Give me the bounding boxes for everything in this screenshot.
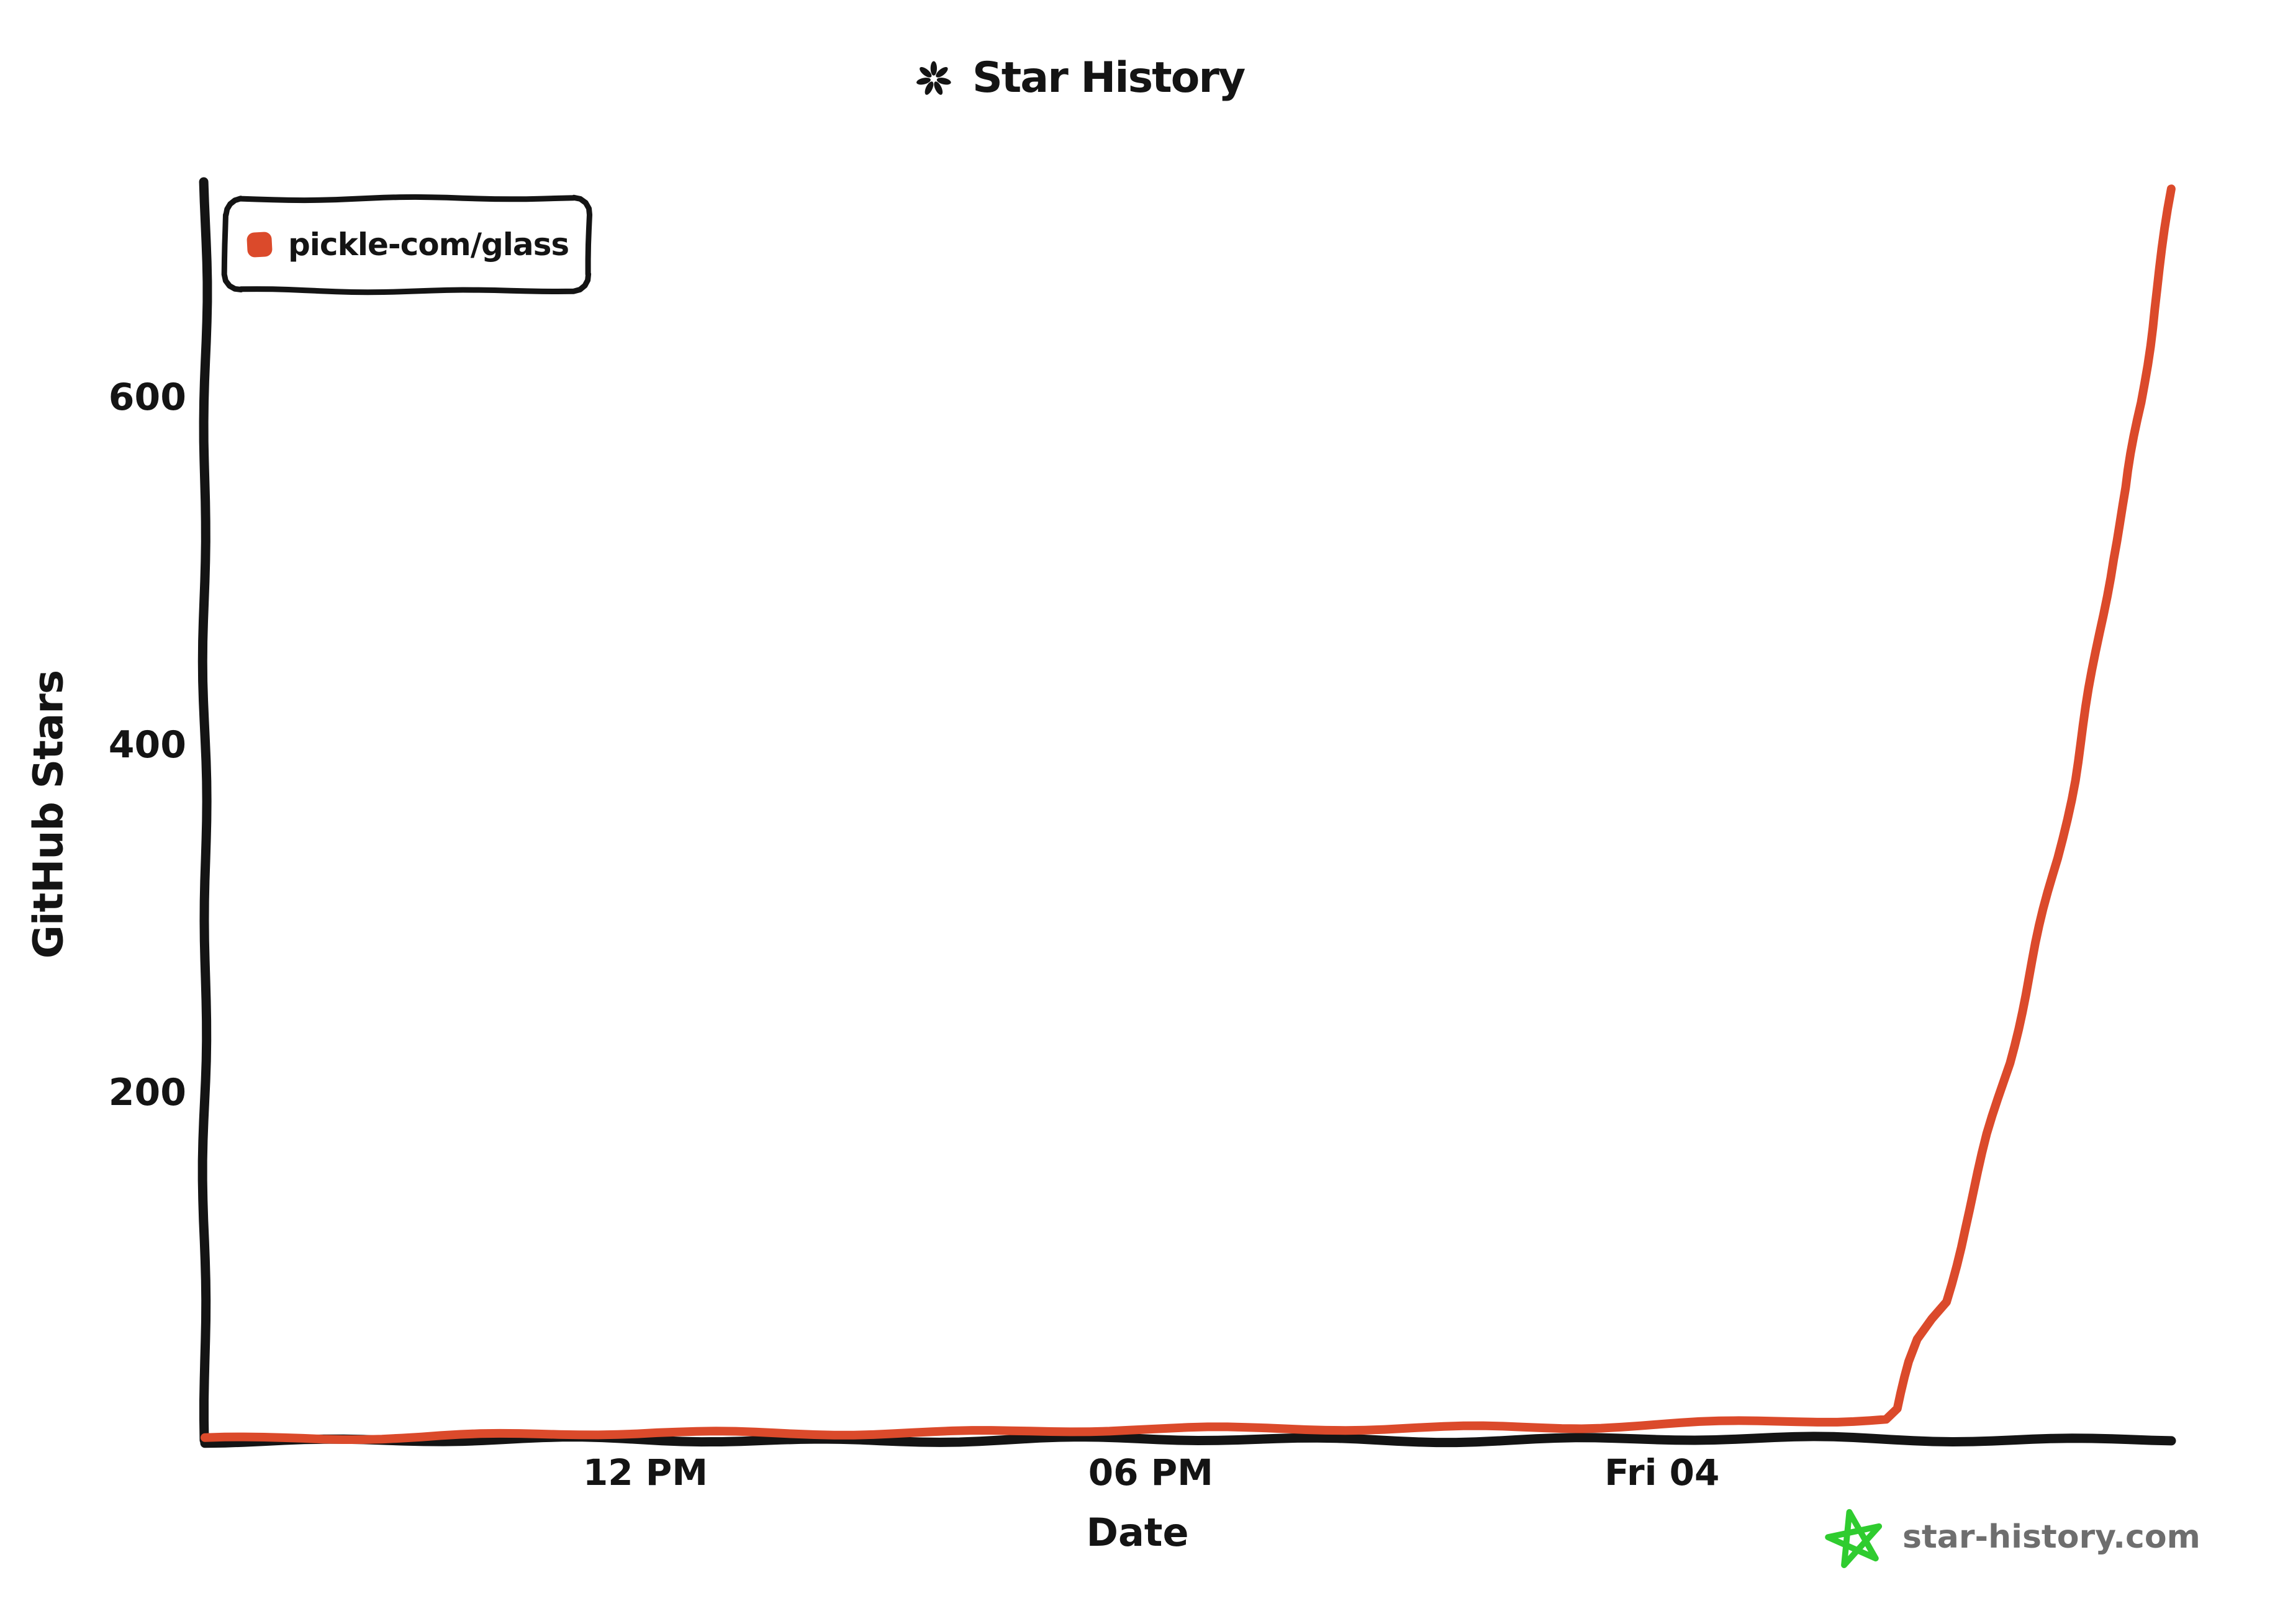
x-tick-label-fri04: Fri 04 (1604, 1451, 1720, 1494)
legend-label: pickle-com/glass (288, 227, 569, 263)
y-tick-label-600: 600 (108, 376, 186, 420)
footer-brand: star-history.com (1824, 1502, 2200, 1572)
y-tick-label-400: 400 (108, 723, 186, 767)
x-axis-title: Date (1086, 1510, 1189, 1555)
chart-title: Star History (916, 53, 1246, 102)
x-tick-label-12pm: 12 PM (582, 1451, 708, 1494)
legend: pickle-com/glass (246, 211, 569, 278)
star-icon (1825, 1509, 1883, 1568)
legend-marker (246, 231, 273, 258)
sparkle-icon (916, 60, 951, 95)
footer-text: star-history.com (1902, 1518, 2200, 1556)
y-tick-label-200: 200 (108, 1071, 186, 1115)
y-axis-title: GitHub Stars (24, 670, 73, 959)
chart-title-text: Star History (972, 53, 1246, 102)
x-tick-label-06pm: 06 PM (1088, 1451, 1213, 1494)
